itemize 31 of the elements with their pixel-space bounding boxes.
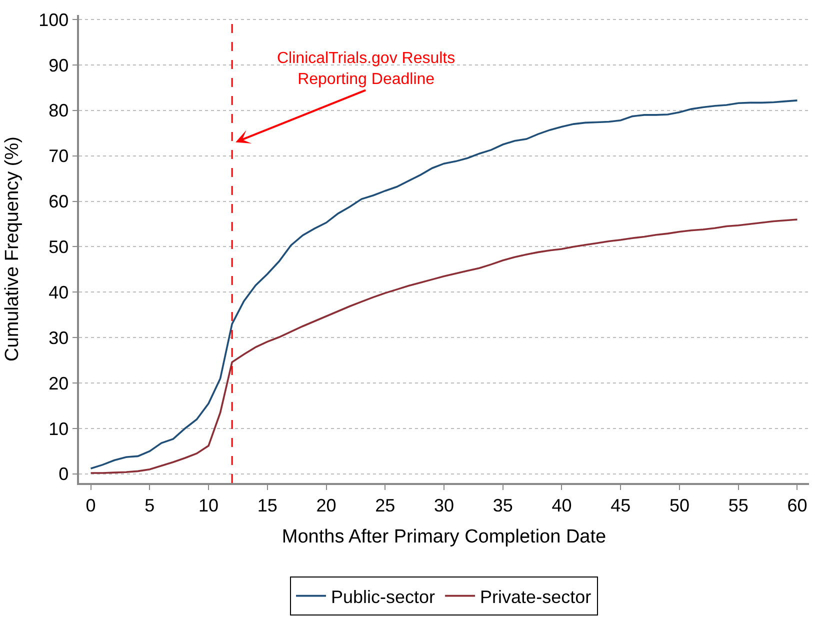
x-tick-label: 5	[144, 495, 155, 516]
x-tick-label: 10	[198, 495, 219, 516]
x-tick-label: 0	[86, 495, 96, 516]
x-tick-label: 35	[492, 495, 513, 516]
x-axis-title: Months After Primary Completion Date	[282, 526, 606, 548]
annotation: ClinicalTrials.gov Results Reporting Deadline	[277, 50, 456, 88]
y-axis-title: Cumulative Frequency (%)	[2, 136, 23, 362]
y-tick-label: 50	[48, 237, 69, 258]
y-tick-label: 40	[48, 282, 69, 302]
y-tick-label: 0	[58, 464, 69, 484]
line-series	[90, 218, 798, 474]
y-tick-label: 10	[48, 418, 69, 439]
x-tick-label: 55	[728, 495, 748, 516]
y-tick-label: 90	[48, 55, 69, 76]
x-tick-label: 60	[787, 495, 808, 516]
y-tick-label: 60	[48, 192, 69, 212]
y-tick-label: 100	[38, 10, 69, 30]
x-tick-label: 40	[552, 495, 572, 516]
x-tick-label: 50	[669, 495, 690, 516]
y-tick-label: 70	[48, 146, 69, 166]
x-tick-label: 20	[316, 495, 336, 516]
y-tick-label: 30	[48, 328, 69, 348]
x-tick-label: 25	[375, 495, 396, 516]
x-tick-label: 45	[610, 495, 631, 516]
y-tick-label: 80	[48, 100, 69, 121]
line-series	[90, 100, 798, 470]
legend-label: Private-sector	[480, 586, 592, 607]
y-tick-label: 20	[48, 373, 69, 394]
legend-label: Public-sector	[331, 586, 436, 607]
x-tick-label: 30	[434, 495, 454, 516]
x-tick-label: 15	[257, 495, 278, 516]
